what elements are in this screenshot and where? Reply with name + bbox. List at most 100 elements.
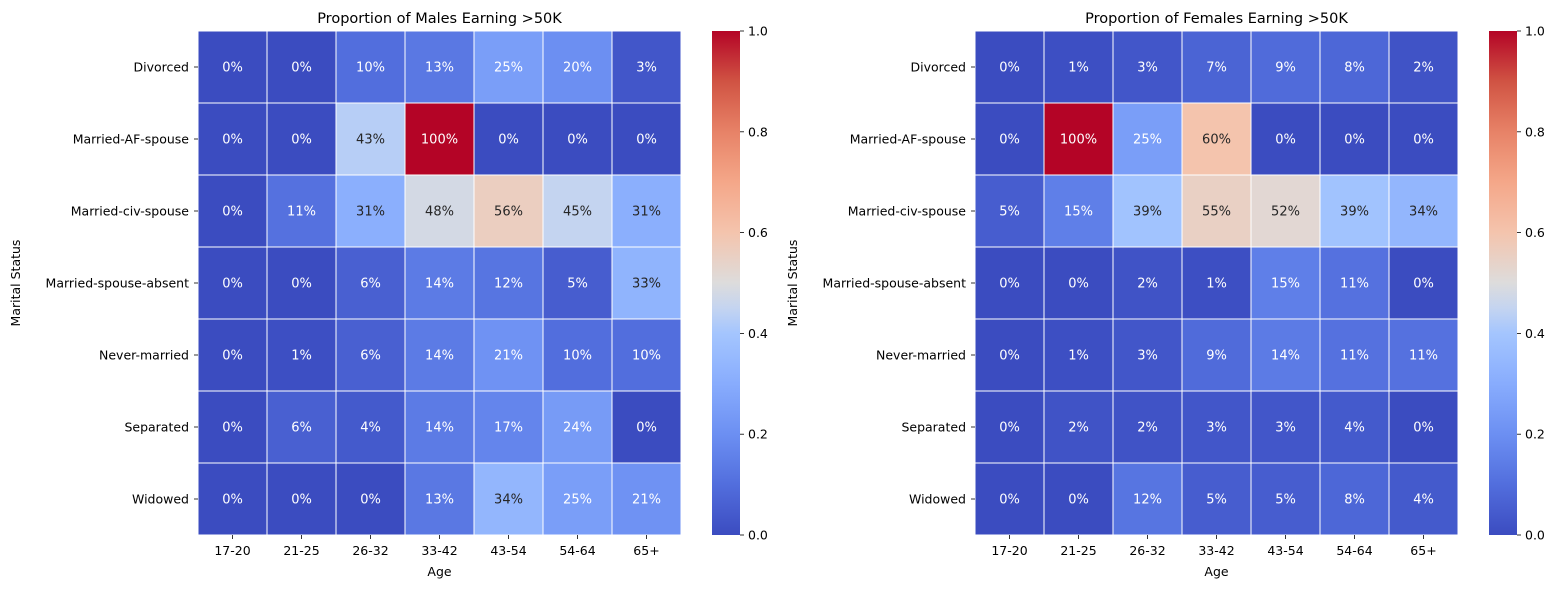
- heatmap-cell: [335, 318, 406, 392]
- heatmap-cell: [974, 390, 1045, 464]
- cell-label: 15%: [1064, 205, 1093, 220]
- cell-label: 4%: [1413, 493, 1434, 508]
- cell-label: 15%: [1271, 277, 1300, 292]
- heatmap-cell: [1250, 462, 1321, 536]
- cell-label: 2%: [1068, 421, 1089, 436]
- cell-label: 0%: [567, 133, 588, 148]
- cell-label: 0%: [1068, 277, 1089, 292]
- chart-title: Proportion of Males Earning >50K: [317, 11, 562, 27]
- heatmap-cell: [335, 246, 406, 320]
- cell-label: 14%: [425, 349, 454, 364]
- heatmap-cell: [1319, 30, 1390, 104]
- cell-label: 21%: [494, 349, 523, 364]
- heatmap-cell: [1181, 102, 1252, 176]
- cell-label: 10%: [356, 61, 385, 76]
- heatmap-cell: [473, 174, 544, 248]
- y-tick-label: Married-spouse-absent: [823, 276, 967, 291]
- cell-label: 25%: [494, 61, 523, 76]
- heatmap-cell: [1388, 246, 1459, 320]
- cell-label: 0%: [1068, 493, 1089, 508]
- cell-label: 100%: [421, 133, 458, 148]
- heatmap-cell: [1112, 174, 1183, 248]
- cell-label: 31%: [356, 205, 385, 220]
- cell-label: 34%: [494, 493, 523, 508]
- cell-label: 8%: [1344, 493, 1365, 508]
- heatmap-cell: [611, 30, 682, 104]
- cell-label: 1%: [1068, 349, 1089, 364]
- y-tick-label: Never-married: [876, 348, 966, 363]
- heatmap-cell: [542, 246, 613, 320]
- colorbar: 0.0 0.2 0.4 0.6 0.8 1.0: [1489, 24, 1545, 543]
- heatmap-cells: [197, 30, 682, 536]
- heatmap-cell: [1319, 318, 1390, 392]
- heatmap-cell: [1250, 318, 1321, 392]
- colorbar-tick-label: 0.4: [748, 326, 768, 341]
- cell-label: 14%: [425, 277, 454, 292]
- heatmap-cell: [1112, 246, 1183, 320]
- heatmap-cell: [404, 390, 475, 464]
- cell-label: 3%: [1206, 421, 1227, 436]
- cell-label: 1%: [291, 349, 312, 364]
- heatmap-cell: [404, 174, 475, 248]
- cell-label: 6%: [360, 277, 381, 292]
- heatmap-panel-males: Proportion of Males Earning >50K 0% 0% 10% 1…: [8, 11, 768, 579]
- cell-label: 5%: [1206, 493, 1227, 508]
- y-tick-label: Widowed: [909, 492, 966, 507]
- cell-label: 0%: [360, 493, 381, 508]
- cell-label: 3%: [1137, 349, 1158, 364]
- heatmap-cell: [974, 30, 1045, 104]
- heatmap-cell: [1319, 246, 1390, 320]
- heatmap-cell: [542, 462, 613, 536]
- cell-label: 6%: [360, 349, 381, 364]
- cell-label: 45%: [563, 205, 592, 220]
- heatmap-panel-females: Proportion of Females Earning >50K 0% 1% 3%…: [785, 11, 1545, 579]
- heatmap-cell: [1388, 102, 1459, 176]
- heatmap-cell: [473, 318, 544, 392]
- heatmap-cell: [1319, 390, 1390, 464]
- heatmap-cell: [473, 462, 544, 536]
- cell-label: 39%: [1133, 205, 1162, 220]
- cell-label: 33%: [632, 277, 661, 292]
- x-axis-label: Age: [1204, 564, 1228, 579]
- x-tick-label: 21-25: [283, 543, 319, 558]
- cell-label: 1%: [1068, 61, 1089, 76]
- cell-label: 0%: [222, 349, 243, 364]
- heatmap-cell: [197, 102, 268, 176]
- y-tick-label: Married-civ-spouse: [71, 204, 190, 219]
- cell-label: 0%: [999, 61, 1020, 76]
- cell-label: 34%: [1409, 205, 1438, 220]
- cell-label: 0%: [999, 349, 1020, 364]
- cell-label: 25%: [1133, 133, 1162, 148]
- heatmap-cell: [335, 174, 406, 248]
- heatmap-cell: [1388, 30, 1459, 104]
- heatmap-cell: [1043, 30, 1114, 104]
- colorbar-tick-label: 0.8: [1525, 124, 1545, 139]
- cell-annotations: 0% 0% 10% 13% 25% 20% 3% 0% 0% 43% 100% 0% 0% 0% 0% 11%…: [222, 61, 661, 508]
- cell-label: 8%: [1344, 61, 1365, 76]
- cell-label: 14%: [1271, 349, 1300, 364]
- heatmap-cell: [266, 246, 337, 320]
- cell-annotations: 0% 1% 3% 7% 9% 8% 2% 0% 100% 25% 60% 0% 0% 0% 5% 15% 39%…: [999, 61, 1438, 508]
- heatmap-cell: [974, 246, 1045, 320]
- heatmap-cell: [542, 174, 613, 248]
- cell-label: 9%: [1206, 349, 1227, 364]
- heatmap-cell: [1181, 246, 1252, 320]
- cell-label: 39%: [1340, 205, 1369, 220]
- cell-label: 0%: [999, 277, 1020, 292]
- cell-label: 56%: [494, 205, 523, 220]
- x-tick-label: 33-42: [1198, 543, 1234, 558]
- heatmap-cell: [1388, 390, 1459, 464]
- heatmap-cell: [1112, 102, 1183, 176]
- x-axis-label: Age: [427, 564, 451, 579]
- cell-label: 11%: [1340, 277, 1369, 292]
- colorbar-bar: [712, 31, 740, 535]
- heatmap-cell: [1388, 462, 1459, 536]
- cell-label: 4%: [360, 421, 381, 436]
- cell-label: 0%: [636, 421, 657, 436]
- cell-label: 0%: [636, 133, 657, 148]
- cell-label: 60%: [1202, 133, 1231, 148]
- heatmap-cell: [266, 390, 337, 464]
- x-tick-label: 17-20: [214, 543, 250, 558]
- heatmap-cell: [1043, 318, 1114, 392]
- cell-label: 1%: [1206, 277, 1227, 292]
